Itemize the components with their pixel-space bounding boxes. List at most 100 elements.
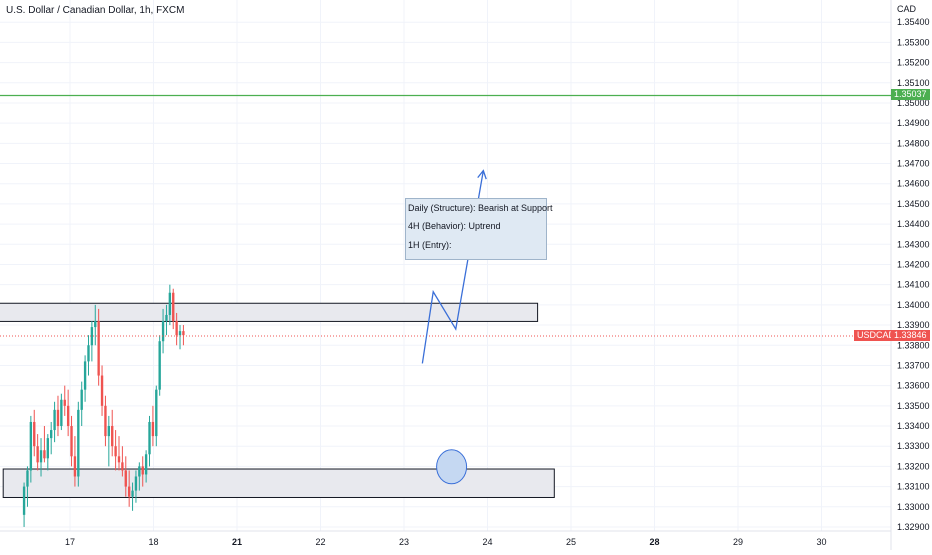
note-line-structure: Daily (Structure): Bearish at Support (408, 203, 553, 213)
y-tick-label: 1.35100 (897, 78, 930, 88)
candles (22, 284, 185, 527)
current-price-badge: 1.33846 (891, 329, 930, 341)
candle-body (155, 389, 158, 437)
candle-body (158, 341, 161, 390)
candle-body (97, 321, 100, 376)
candle-body (29, 421, 33, 471)
grid (0, 0, 892, 550)
y-tick-label: 1.32900 (897, 522, 930, 532)
y-tick-label: 1.33100 (897, 482, 930, 492)
price-lines (0, 94, 891, 337)
y-tick-label: 1.33200 (897, 461, 930, 471)
candle-body (172, 292, 175, 322)
x-tick-label: 18 (148, 537, 158, 547)
candle-body (90, 327, 94, 346)
y-tick-label: 1.34300 (897, 239, 930, 249)
candle-body (161, 321, 165, 342)
y-tick-label: 1.35000 (897, 98, 930, 108)
candle-body (134, 476, 138, 491)
y-tick-label: 1.33000 (897, 502, 930, 512)
x-tick-label: 22 (315, 537, 325, 547)
candle-body (36, 446, 39, 463)
x-axis: 17 18 21 22 23 24 25 28 29 30 (65, 537, 827, 547)
candle-body (22, 486, 26, 515)
candle-body (80, 389, 83, 410)
y-tick-label: 1.34800 (897, 138, 930, 148)
y-tick-label: 1.33800 (897, 340, 930, 350)
candle-body (151, 421, 155, 437)
candle-body (53, 409, 56, 431)
y-tick-label: 1.34900 (897, 118, 930, 128)
candle-body (66, 405, 70, 427)
target-marker-circle (436, 449, 468, 485)
candle-body (114, 446, 117, 457)
y-tick-label: 1.34400 (897, 219, 930, 229)
candle-body (87, 345, 90, 362)
candle-body (117, 456, 121, 463)
candle-body (182, 331, 185, 336)
y-tick-label: 1.33400 (897, 421, 930, 431)
candle-body (104, 405, 107, 437)
level-price-badge: 1.35037 (891, 89, 930, 101)
candle-body (77, 409, 80, 477)
y-axis: 1.35400 1.35300 1.35200 1.35100 1.35000 1.349… (897, 17, 930, 532)
y-tick-label: 1.33500 (897, 401, 930, 411)
y-tick-label: 1.34200 (897, 259, 930, 269)
candle-body (107, 426, 111, 437)
x-tick-label: 29 (733, 537, 743, 547)
y-tick-label: 1.35400 (897, 17, 930, 27)
y-tick-label: 1.34500 (897, 199, 930, 209)
candle-body (127, 486, 131, 497)
x-tick-label: 24 (482, 537, 492, 547)
support-zone (2, 468, 555, 498)
candle-body (111, 426, 114, 447)
candle-body (50, 430, 53, 439)
y-tick-label: 1.35200 (897, 58, 930, 68)
candle-body (60, 399, 63, 427)
candle-body (56, 409, 60, 427)
y-tick-label: 1.33600 (897, 381, 930, 391)
y-tick-label: 1.33300 (897, 441, 930, 451)
candle-body (131, 490, 134, 497)
candle-body (141, 466, 144, 475)
y-tick-label: 1.34000 (897, 300, 930, 310)
x-tick-label: 28 (649, 537, 659, 547)
chart-title: U.S. Dollar / Canadian Dollar, 1h, FXCM (6, 5, 185, 16)
candle-body (73, 456, 77, 477)
candle-body (144, 454, 148, 475)
symbol-badge: USDCAD (854, 329, 899, 341)
candle-body (70, 426, 73, 457)
projection-arrowhead (477, 169, 487, 180)
analysis-note[interactable]: Daily (Structure): Bearish at Support 4H… (405, 198, 553, 260)
x-tick-label: 17 (65, 537, 75, 547)
candle-body (168, 292, 172, 315)
candle-body (63, 399, 66, 406)
y-tick-label: 1.35300 (897, 37, 930, 47)
y-tick-label: 1.34100 (897, 280, 930, 290)
candle-body (39, 450, 43, 463)
x-tick-label: 23 (399, 537, 409, 547)
x-tick-label: 21 (232, 537, 242, 547)
candle-body (43, 450, 46, 459)
candle-body (33, 421, 36, 447)
note-line-entry: 1H (Entry): (408, 240, 452, 250)
candle-body (26, 470, 29, 487)
candle-body (94, 321, 97, 328)
x-tick-label: 25 (566, 537, 576, 547)
resistance-zone (0, 302, 539, 322)
y-tick-label: 1.33900 (897, 320, 930, 330)
candle-body (175, 321, 178, 336)
candle-body (100, 375, 104, 406)
candle-body (83, 361, 87, 390)
x-tick-label: 30 (816, 537, 826, 547)
y-tick-label: 1.33700 (897, 360, 930, 370)
currency-label: CAD (897, 4, 917, 14)
y-tick-label: 1.34700 (897, 159, 930, 169)
candle-body (138, 466, 141, 477)
zones (0, 302, 555, 498)
candle-body (124, 470, 127, 487)
y-tick-label: 1.34600 (897, 179, 930, 189)
candle-body (178, 331, 182, 336)
